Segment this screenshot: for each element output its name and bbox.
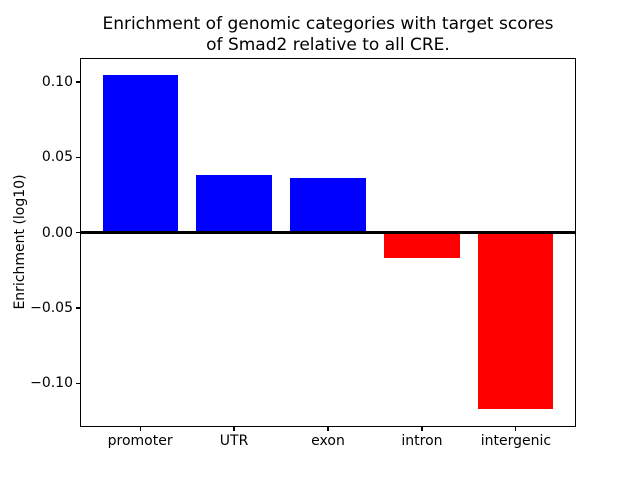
x-tick-label-intergenic: intergenic xyxy=(480,433,552,449)
y-tick-mark xyxy=(76,156,80,158)
y-tick-mark xyxy=(76,307,80,309)
x-tick-mark xyxy=(515,427,517,431)
y-tick-mark xyxy=(76,382,80,384)
y-axis-label: Enrichment (log10) xyxy=(12,174,28,310)
y-tick-mark xyxy=(76,81,80,83)
x-tick-mark xyxy=(421,427,423,431)
x-tick-label-UTR: UTR xyxy=(219,433,249,449)
bar-UTR xyxy=(196,175,272,233)
plot-area xyxy=(80,58,576,427)
x-tick-mark xyxy=(139,427,141,431)
bar-intergenic xyxy=(478,232,554,409)
y-tick-label: −0.10 xyxy=(30,375,73,392)
x-tick-mark xyxy=(233,427,235,431)
y-tick-label: 0.00 xyxy=(41,224,73,241)
x-tick-label-intron: intron xyxy=(401,433,443,449)
y-tick-label: 0.10 xyxy=(41,74,73,91)
chart-title-line-1: Enrichment of genomic categories with ta… xyxy=(102,14,554,34)
y-tick-label: 0.05 xyxy=(41,149,73,166)
y-tick-label: −0.05 xyxy=(30,300,73,317)
bar-promoter xyxy=(102,74,178,233)
y-tick-mark xyxy=(76,232,80,234)
chart-title: Enrichment of genomic categories with ta… xyxy=(80,14,576,56)
x-tick-mark xyxy=(327,427,329,431)
bar-intron xyxy=(384,232,460,259)
bar-exon xyxy=(290,178,366,233)
x-tick-label-promoter: promoter xyxy=(107,433,173,449)
zero-line xyxy=(81,231,575,235)
chart-title-line-2: of Smad2 relative to all CRE. xyxy=(206,35,450,55)
x-tick-label-exon: exon xyxy=(311,433,345,449)
